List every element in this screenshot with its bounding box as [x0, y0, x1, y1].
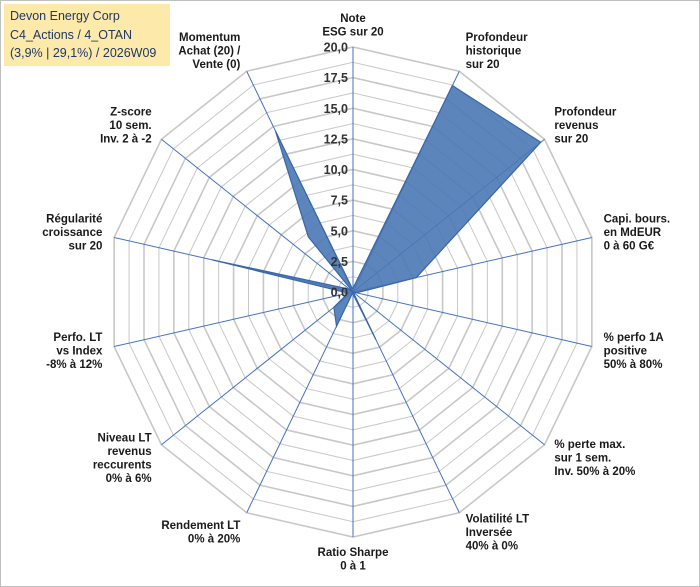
tick-label: 5,0 — [331, 224, 348, 238]
axis-label: Profondeur revenus sur 20 — [554, 106, 616, 145]
axis-label: % perte max. sur 1 sem. Inv. 50% à 20% — [554, 439, 635, 478]
tick-label: 2,5 — [331, 255, 348, 269]
axis-label: Z-score 10 sem. Inv. 2 à -2 — [100, 106, 152, 145]
axis-labels: Note ESG sur 20 Profondeur historique sur 20… — [42, 13, 670, 573]
axis-spoke — [352, 291, 592, 348]
axis-label: Rendement LT 0% à 20% — [161, 520, 240, 546]
axis-label: Capi. bours. en MdEUR 0 à 60 G€ — [604, 213, 670, 252]
company-name: Devon Energy Corp — [10, 9, 120, 23]
tick-label: 15,0 — [324, 102, 348, 116]
axis-label: Niveau LT revenus reccurents 0% à 6% — [93, 432, 152, 485]
period-label: (3,9% | 29,1%) / 2026W09 — [10, 46, 157, 60]
category-label: C4_Actions / 4_OTAN — [10, 27, 133, 42]
axis-label: Perfo. LT vs Index -8% à 12% — [46, 332, 103, 371]
axis-label: % perfo 1A positive 50% à 80% — [604, 332, 664, 371]
axis-spoke — [352, 291, 545, 446]
tick-label: 12,5 — [324, 132, 348, 146]
axis-spoke — [161, 291, 354, 446]
axis-spoke — [161, 138, 354, 293]
axis-spoke — [246, 291, 354, 513]
axis-spoke — [114, 291, 354, 348]
axis-label: Régularité croissance sur 20 — [42, 213, 102, 252]
info-box: Devon Energy Corp C4_Actions / 4_OTAN (3… — [4, 4, 170, 66]
axis-label: Ratio Sharpe 0 à 1 — [318, 547, 389, 573]
axis-label: Note ESG sur 20 — [322, 13, 383, 39]
radar-series — [211, 84, 542, 340]
radial-tick-labels: 0,0 2,5 5,0 7,5 10,0 12,5 15,0 17,5 20,0 — [324, 41, 348, 300]
tick-label: 0,0 — [331, 286, 348, 300]
tick-label: 20,0 — [324, 41, 348, 55]
series-area — [211, 84, 542, 340]
axis-label: Profondeur historique sur 20 — [466, 32, 528, 71]
axis-label: Momentum Achat (20) / Vente (0) — [178, 32, 241, 71]
axis-label: Volatilité LT Inversée 40% à 0% — [466, 513, 529, 552]
tick-label: 10,0 — [324, 163, 348, 177]
tick-label: 17,5 — [324, 71, 348, 85]
tick-label: 7,5 — [331, 194, 348, 208]
